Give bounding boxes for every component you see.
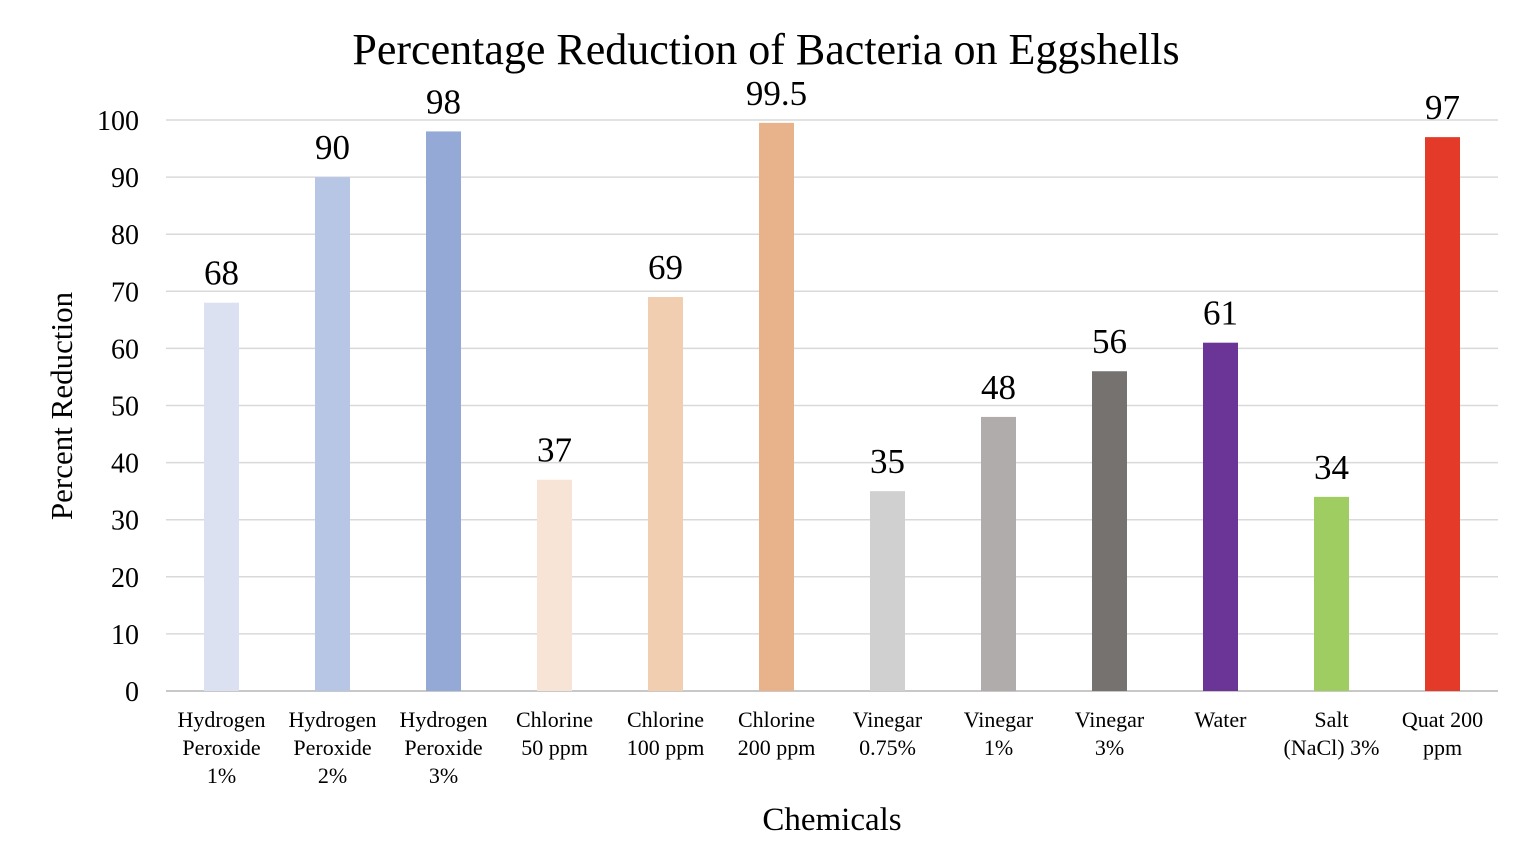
bar [537, 479, 572, 691]
y-tick-label: 80 [111, 220, 139, 251]
y-tick-label: 40 [111, 449, 139, 480]
x-tick-label: Chlorine 50 ppm [516, 707, 593, 760]
x-tick-label: Salt (NaCl) 3% [1284, 707, 1380, 760]
y-tick-label: 90 [111, 163, 139, 194]
data-label: 48 [981, 368, 1016, 407]
data-label: 56 [1092, 322, 1127, 361]
y-tick-label: 70 [111, 277, 139, 308]
data-label: 98 [426, 82, 461, 121]
data-label: 97 [1425, 88, 1460, 127]
bar [981, 416, 1016, 691]
x-tick-label: Hydrogen Peroxide 2% [289, 707, 377, 788]
bar [1092, 371, 1127, 691]
x-axis-label: Chemicals [762, 802, 901, 838]
y-tick-label: 30 [111, 506, 139, 537]
bar [426, 131, 461, 692]
data-label: 68 [204, 254, 239, 293]
x-tick-label: Vinegar 0.75% [853, 707, 923, 760]
x-tick-label: Hydrogen Peroxide 1% [178, 707, 266, 788]
bars [204, 122, 1460, 692]
bar [1203, 342, 1238, 691]
x-axis-tick-labels: Hydrogen Peroxide 1% Hydrogen Peroxide 2% Hydr… [178, 707, 1484, 788]
data-label: 37 [537, 431, 572, 470]
chart-title: Percentage Reduction of Bacteria on Eggs… [352, 25, 1179, 74]
y-tick-label: 0 [125, 677, 139, 708]
y-tick-label: 10 [111, 620, 139, 651]
x-tick-label: Hydrogen Peroxide 3% [400, 707, 488, 788]
data-label: 99.5 [746, 74, 807, 113]
x-tick-label: Water [1195, 707, 1248, 732]
y-tick-label: 100 [97, 106, 139, 137]
data-label: 34 [1314, 448, 1349, 487]
bar [1314, 496, 1349, 691]
y-axis-tick-labels: 0 10 20 30 40 50 60 70 80 90 100 [97, 106, 139, 708]
x-tick-label: Chlorine 100 ppm [627, 707, 705, 760]
data-label: 90 [315, 128, 350, 167]
x-tick-label: Chlorine 200 ppm [738, 707, 816, 760]
gridlines [166, 119, 1498, 692]
y-tick-label: 20 [111, 563, 139, 594]
x-tick-label: Vinegar 1% [964, 707, 1034, 760]
bar [315, 177, 350, 692]
bar [870, 491, 905, 691]
data-label: 61 [1203, 294, 1238, 333]
y-tick-label: 50 [111, 392, 139, 423]
y-axis-label: Percent Reduction [44, 291, 79, 520]
y-tick-label: 60 [111, 334, 139, 365]
x-tick-label: Quat 200 ppm [1402, 707, 1483, 760]
data-labels: 68 90 98 37 69 99.5 35 48 56 61 34 97 [204, 74, 1460, 487]
bar [1425, 137, 1460, 691]
bar [204, 302, 239, 691]
bar [648, 297, 683, 691]
data-label: 35 [870, 442, 905, 481]
x-tick-label: Vinegar 3% [1075, 707, 1145, 760]
bar [759, 122, 794, 692]
data-label: 69 [648, 248, 683, 287]
